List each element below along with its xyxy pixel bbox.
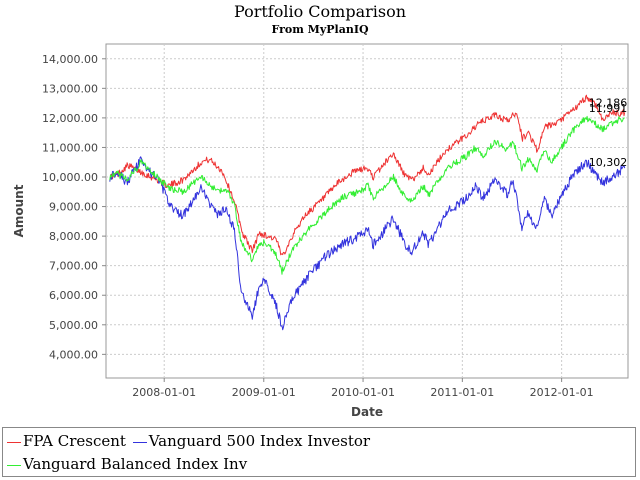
y-tick-label: 13,000.00 <box>42 82 98 95</box>
series-line <box>109 115 625 275</box>
y-tick-label: 5,000.00 <box>49 319 98 332</box>
y-tick-label: 14,000.00 <box>42 53 98 66</box>
legend: FPA Crescent Vanguard 500 Index Investor… <box>2 427 636 477</box>
series-layer <box>109 94 626 331</box>
legend-swatch-fpa-crescent <box>7 441 21 443</box>
x-axis-label: Date <box>351 405 383 419</box>
series-end-label: 11,991 <box>589 102 628 115</box>
y-tick-label: 11,000.00 <box>42 141 98 154</box>
legend-item-fpa-crescent: FPA Crescent <box>7 432 126 450</box>
y-axis-label: Amount <box>12 184 26 237</box>
legend-swatch-vanguard-balanced <box>7 464 21 466</box>
legend-label-fpa-crescent: FPA Crescent <box>23 432 126 450</box>
chart-subtitle: From MyPlanIQ <box>271 23 369 36</box>
end-labels: 12,186 10,302 11,991 <box>589 96 628 169</box>
legend-item-vanguard-balanced: Vanguard Balanced Index Inv <box>7 455 247 473</box>
chart-canvas: Portfolio Comparison From MyPlanIQ 4,000… <box>12 2 629 419</box>
x-tick-label: 2008-01-01 <box>132 386 196 399</box>
x-tick-label: 2009-01-01 <box>232 386 296 399</box>
x-tick-label: 2011-01-01 <box>430 386 494 399</box>
series-end-label: 12,186 <box>589 96 628 109</box>
x-tick-label: 2010-01-01 <box>331 386 395 399</box>
y-tick-label: 6,000.00 <box>49 289 98 302</box>
y-tick-label: 7,000.00 <box>49 260 98 273</box>
chart-title: Portfolio Comparison <box>234 2 406 21</box>
legend-label-vanguard-balanced: Vanguard Balanced Index Inv <box>23 455 248 473</box>
series-end-label: 10,302 <box>589 156 628 169</box>
y-tick-label: 8,000.00 <box>49 230 98 243</box>
series-line <box>109 94 626 256</box>
x-tick-label: 2012-01-01 <box>530 386 594 399</box>
y-tick-label: 10,000.00 <box>42 171 98 184</box>
legend-label-vanguard-500: Vanguard 500 Index Investor <box>148 432 371 450</box>
grid <box>106 44 628 378</box>
series-line <box>109 156 626 331</box>
legend-item-vanguard-500: Vanguard 500 Index Investor <box>132 432 371 450</box>
legend-swatch-vanguard-500 <box>132 441 147 443</box>
y-tick-label: 9,000.00 <box>49 201 98 214</box>
axes: 4,000.00 5,000.00 6,000.00 7,000.00 8,000.00… <box>42 53 594 399</box>
y-tick-label: 4,000.00 <box>49 348 98 361</box>
y-tick-label: 12,000.00 <box>42 112 98 125</box>
